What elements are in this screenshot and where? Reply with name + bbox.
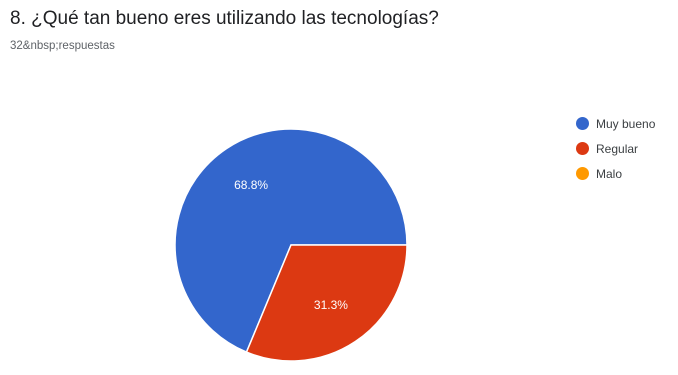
legend-item-malo[interactable]: Malo [576, 161, 655, 186]
legend-item-muy-bueno[interactable]: Muy bueno [576, 111, 655, 136]
response-count: 32&nbsp;respuestas [10, 40, 115, 52]
legend-label: Regular [596, 141, 639, 156]
question-title: 8. ¿Qué tan bueno eres utilizando las te… [10, 8, 439, 29]
legend-swatch [576, 117, 589, 130]
data-label-muy-bueno: 68.8% [234, 178, 268, 192]
pie-slice-regular[interactable] [245, 244, 408, 362]
legend-item-regular[interactable]: Regular [576, 136, 655, 161]
legend-swatch [576, 167, 589, 180]
chart-legend: Muy bueno Regular Malo [576, 111, 655, 186]
legend-label: Malo [596, 166, 623, 181]
pie-slice-muy-bueno[interactable] [174, 128, 408, 354]
legend-swatch [576, 142, 589, 155]
legend-label: Muy bueno [596, 116, 656, 131]
data-label-regular: 31.3% [314, 298, 348, 312]
